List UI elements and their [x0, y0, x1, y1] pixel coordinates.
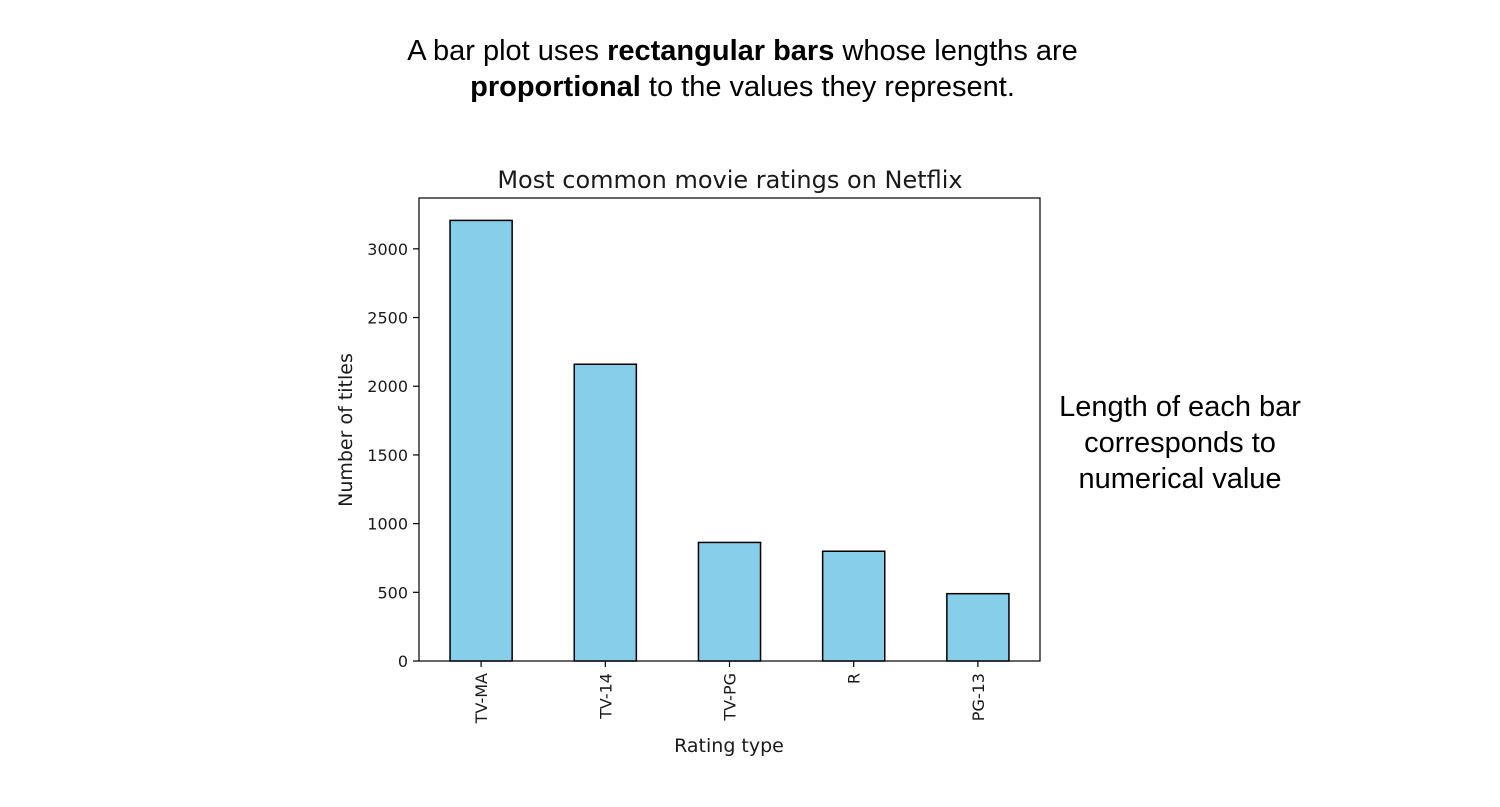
y-tick-label: 0 [398, 652, 408, 671]
x-tick-label: PG-13 [969, 673, 988, 721]
side-annotation-line-1: Length of each bar [1059, 391, 1301, 423]
x-tick-label: TV-MA [472, 673, 491, 724]
bar-pg-13 [946, 592, 1010, 662]
intro-text: A bar plot uses rectangular bars whose l… [300, 33, 1185, 105]
y-tick-label: 1500 [367, 446, 408, 465]
y-tick-label: 2000 [367, 377, 408, 396]
x-axis-label: Rating type [674, 735, 784, 757]
intro-line-2: proportional to the values they represen… [300, 69, 1185, 105]
side-annotation-line-3: numerical value [1078, 463, 1282, 495]
y-tick-label: 500 [377, 583, 408, 602]
y-tick-label: 3000 [367, 240, 408, 259]
x-tick-label: TV-14 [596, 673, 615, 720]
plot-area: 0 500 1000 1500 2000 2500 3000 TV-MA TV-14 TV-PG R… [367, 197, 1041, 724]
bar-tv-14 [573, 363, 638, 662]
x-tick-label: TV-PG [721, 673, 740, 722]
intro-bold-2: proportional [470, 71, 641, 103]
side-annotation: Length of each bar corresponds to numeri… [1030, 389, 1330, 497]
intro-part-2: whose lengths are [834, 35, 1078, 67]
x-tick-label: R [845, 673, 864, 684]
intro-part-3: to the values they represent. [640, 71, 1015, 103]
side-annotation-line-2: corresponds to [1084, 427, 1276, 459]
chart-title: Most common movie ratings on Netflix [497, 166, 962, 194]
intro-part-1: A bar plot uses [407, 35, 608, 67]
intro-bold-1: rectangular bars [607, 35, 835, 67]
y-tick-label: 2500 [367, 309, 408, 328]
bar-tv-pg [697, 541, 762, 662]
y-axis-label: Number of titles [335, 353, 357, 507]
intro-line-1: A bar plot uses rectangular bars whose l… [300, 33, 1185, 69]
bar-r [821, 550, 886, 662]
bar-tv-ma [449, 219, 513, 662]
y-tick-label: 1000 [367, 515, 408, 534]
